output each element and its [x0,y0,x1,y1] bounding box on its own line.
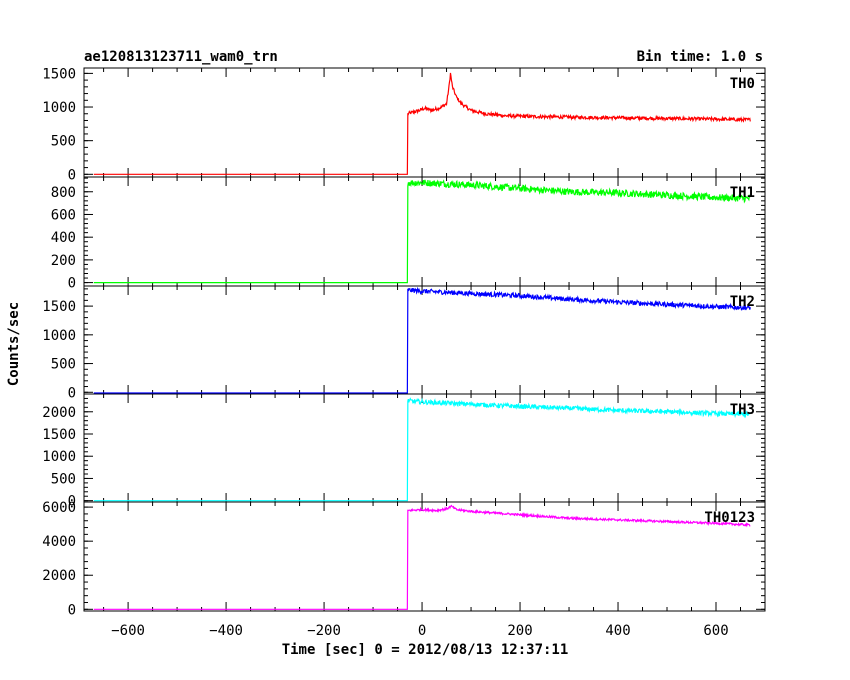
y-tick-label: 1500 [42,427,76,443]
series-line-th3 [93,397,751,502]
y-tick-label: 1500 [42,299,76,315]
x-tick-label: 200 [507,623,532,639]
y-tick-label: 500 [51,471,76,487]
y-tick-label: 0 [68,602,76,618]
panel-label: TH2 [730,294,755,310]
series-line-th2 [93,286,751,394]
panel-th1: 0 200 400 600 800 TH1 [51,176,766,292]
y-tick-label: 0 [68,494,76,510]
panel-frame [83,67,766,178]
x-axis-label: Time [sec] 0 = 2012/08/13 12:37:11 [282,642,569,658]
y-tick-label: 400 [51,230,76,246]
y-tick-label: 600 [51,207,76,223]
y-tick-label: 500 [51,357,76,373]
panel-th2: 0 500 1000 1500 TH2 [42,285,766,401]
y-tick-label: 2000 [42,568,76,584]
x-tick-label: −200 [307,623,341,639]
y-tick-label: 200 [51,253,76,269]
series-line-th0 [93,72,751,175]
y-tick-label: 0 [68,167,76,183]
x-tick-label: 400 [605,623,630,639]
y-tick-label: 1000 [42,328,76,344]
chart-title: ae120813123711_wam0_trn [84,49,278,65]
panel-th0: 0 500 1000 1500 TH0 [42,66,766,183]
y-tick-label: 4000 [42,534,76,550]
y-tick-label: 800 [51,185,76,201]
y-tick-label: 2000 [42,405,76,421]
x-tick-label: 0 [418,623,426,639]
series-line-th1 [93,179,751,284]
y-tick-label: 0 [68,385,76,401]
panel-label: TH0123 [704,510,755,526]
x-tick-label: −600 [111,623,145,639]
panel-th3: 0 500 1000 1500 2000 TH3 [42,393,766,510]
x-tick-label: −400 [209,623,243,639]
panel-frame [83,393,766,503]
panel-label: TH3 [730,402,755,418]
y-tick-label: 6000 [42,500,76,516]
panel-frame [83,501,766,612]
y-tick-label: 500 [51,134,76,150]
panel-th0123: 0 2000 4000 6000 TH0123 [42,500,766,618]
series-line-th0123 [93,504,751,610]
x-tick-label: 600 [703,623,728,639]
panel-label: TH1 [730,185,755,201]
y-axis-label: Counts/sec [6,302,22,386]
bin-time-label: Bin time: 1.0 s [637,49,763,65]
y-tick-label: 0 [68,276,76,292]
y-tick-label: 1000 [42,100,76,116]
panel-label: TH0 [730,76,755,92]
y-tick-label: 1000 [42,449,76,465]
y-tick-label: 1500 [42,66,76,82]
panels: 0 500 1000 1500 TH0 0 200 400 600 800 TH1 0 500 1000 1… [42,66,766,639]
